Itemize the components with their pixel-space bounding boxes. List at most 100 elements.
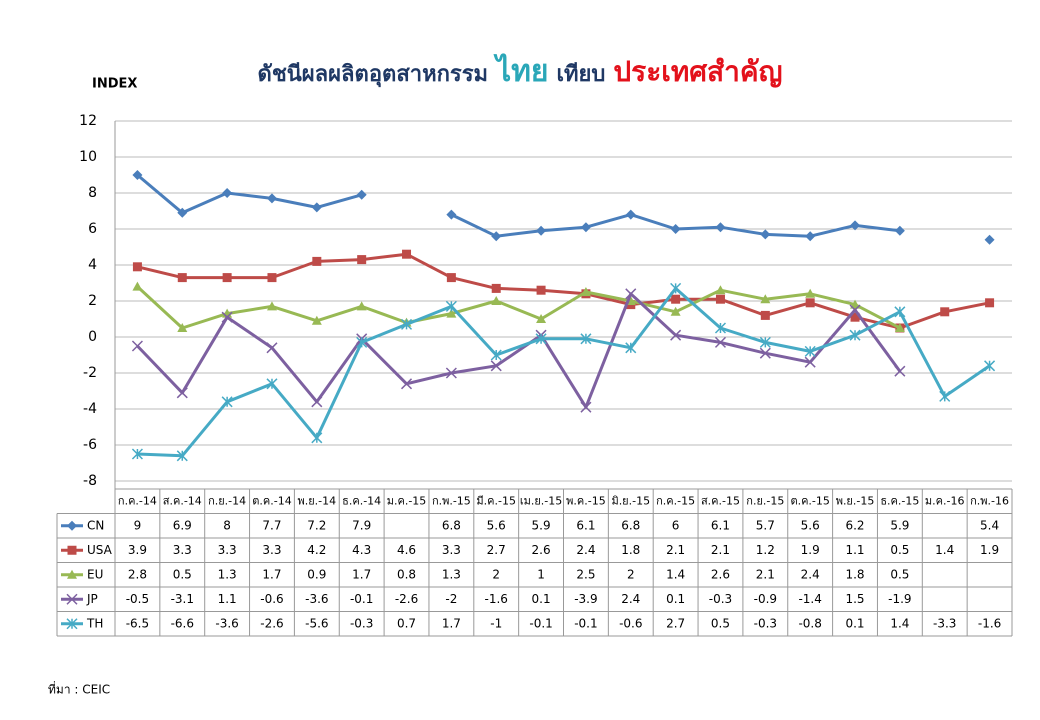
table-value: 6.8 [442,518,461,532]
data-point [536,314,547,323]
table-value: -2 [445,592,457,606]
table-value: 0.1 [845,616,864,630]
data-point [536,225,547,236]
data-point [266,301,277,311]
data-point [580,333,592,345]
data-point [357,255,367,265]
data-point [939,390,951,402]
table-value: 2 [492,567,500,581]
table-value: 1.8 [845,567,864,581]
data-point [760,310,770,320]
data-point [490,360,502,372]
table-value: -0.8 [798,616,821,630]
legend-label: USA [87,543,113,557]
table-value: -0.1 [350,592,373,606]
data-point [221,396,233,408]
table-value: -0.1 [574,616,597,630]
data-point [894,365,906,377]
table-value: -3.6 [215,616,238,630]
data-point [849,329,861,341]
data-point [670,306,681,316]
x-tick-label: ส.ค.-14 [163,494,202,507]
table-value: 5.9 [532,518,551,532]
table-value: -0.5 [126,592,149,606]
x-tick-label: ธ.ค.-14 [342,494,381,507]
legend-marker [67,545,77,555]
table-value: 0.9 [307,567,326,581]
table-value: 7.9 [352,518,371,532]
y-tick-label: -6 [83,437,97,453]
data-point [759,336,771,348]
x-tick-label: ก.ย.-15 [746,494,784,507]
table-value: 1.9 [980,543,999,557]
series-line [137,252,990,330]
y-tick-label: -2 [83,365,97,381]
data-point [400,378,413,390]
data-point [491,231,502,242]
data-point [670,282,682,294]
table-value: -1.4 [798,592,821,606]
data-point [850,299,861,309]
table-value: -5.6 [305,616,328,630]
table-value: -3.9 [574,592,597,606]
data-point [894,225,905,236]
table-value: 1.5 [845,592,864,606]
data-point [985,298,995,308]
legend-label: CN [87,518,104,532]
data-point [311,432,323,444]
table-value: 1.1 [218,592,237,606]
table-value: 2.7 [666,616,685,630]
data-point [221,311,233,323]
table-value: 0.8 [397,567,416,581]
table-value: 2.6 [532,543,551,557]
table-value: 2.7 [487,543,506,557]
data-point [984,360,996,372]
table-value: 2.1 [711,543,730,557]
table-value: 7.2 [307,518,326,532]
table-value: -0.3 [350,616,373,630]
table-value: -0.6 [260,592,283,606]
x-tick-label: ม.ค.-15 [387,494,427,507]
table-value: 2.4 [621,592,640,606]
table-value: 5.7 [756,518,775,532]
data-point [714,336,727,348]
x-tick-label: ก.พ.-16 [970,494,1009,507]
data-point [312,256,322,266]
table-value: -1.9 [888,592,911,606]
data-point [894,323,905,332]
data-point [177,207,188,218]
data-point [222,273,232,283]
table-value: 1.7 [352,567,371,581]
data-point [176,387,188,399]
data-point [670,224,681,234]
y-tick-label: -8 [83,473,97,489]
table-value: -3.1 [171,592,194,606]
x-tick-label: เม.ย.-15 [520,494,562,507]
legend-marker [67,520,77,531]
data-point [804,345,816,357]
data-point [176,450,188,462]
table-value: 1.2 [756,543,775,557]
data-point [132,281,143,291]
series-line [137,175,989,240]
data-point [805,231,816,242]
table-value: 6.9 [173,518,192,532]
table-value: 1.7 [262,567,281,581]
data-point [671,294,681,304]
series-line [137,286,991,458]
table-value: -6.6 [171,616,194,630]
data-point [311,315,322,325]
legend-label: EU [87,567,103,581]
table-value: -0.6 [619,616,642,630]
table-value: 1.8 [621,543,640,557]
data-point [445,300,457,312]
source: ที่มา : CEIC [48,681,110,697]
data-point [535,333,547,345]
x-tick-label: ธ.ค.-15 [880,494,919,507]
data-point [670,329,682,341]
table-value: 0.7 [397,616,416,630]
legend-label: JP [86,592,98,606]
x-tick-label: ต.ค.-14 [252,494,291,507]
